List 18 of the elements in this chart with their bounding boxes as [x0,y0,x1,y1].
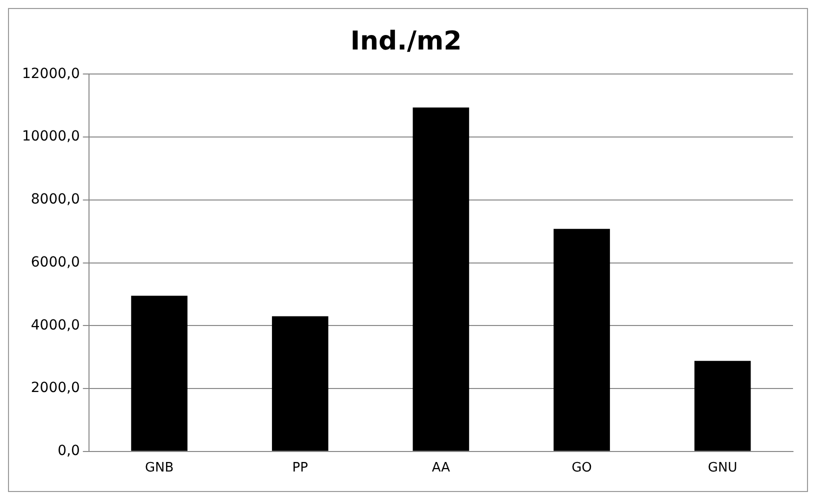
y-tick-label: 6000,0 [30,254,80,270]
bar [131,296,188,451]
x-tick-label: AA [432,460,450,476]
x-tick-label: PP [292,460,308,476]
chart-title: Ind./m2 [350,26,462,56]
bar [694,360,751,451]
y-tick-label: 2000,0 [30,380,80,396]
y-tick-label: 0,0 [58,443,80,460]
bar [554,228,610,451]
x-tick-label: GNB [144,460,174,476]
bar [412,108,470,451]
x-tick-label: GNU [708,460,738,476]
bar [272,316,328,451]
y-tick-label: 10000,0 [22,128,80,145]
x-tick-label: GO [572,460,592,476]
y-tick-label: 8000,0 [30,192,80,208]
y-tick-label: 12000,0 [22,66,80,82]
y-tick-label: 4000,0 [30,317,80,334]
